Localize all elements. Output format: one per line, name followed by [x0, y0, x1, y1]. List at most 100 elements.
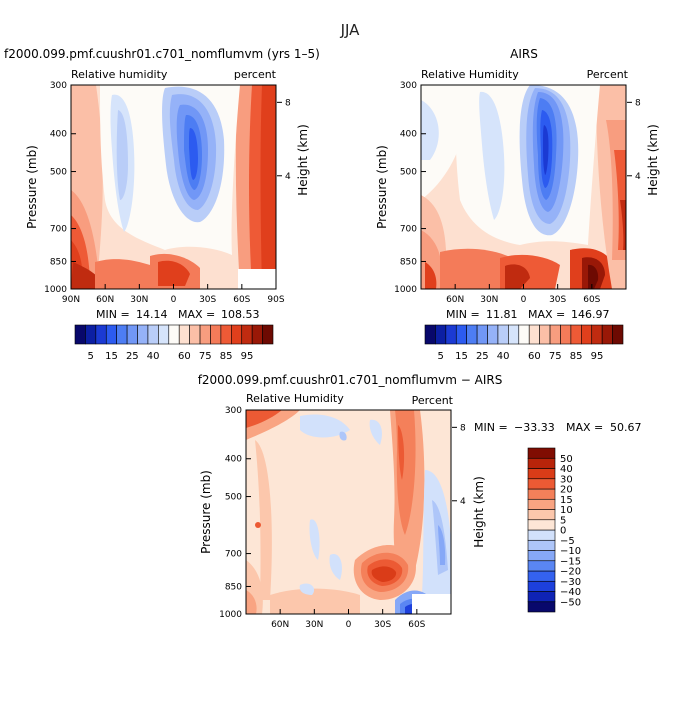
colorbar-model-swatch [126, 324, 138, 345]
colorbar-model-swatch [116, 324, 128, 345]
model-x-tick-label: 90N [62, 295, 80, 305]
panel-obs-title: AIRS [510, 47, 538, 61]
colorbar-obs-swatch [466, 324, 478, 345]
diff-x-tick-label: 30N [305, 620, 323, 630]
colorbar-diff-label: −30 [560, 577, 581, 588]
colorbar-obs-swatch [435, 324, 447, 345]
colorbar-diff-label: 0 [560, 526, 566, 537]
colorbar-diff-swatch [527, 468, 556, 480]
colorbar-diff-label: −15 [560, 556, 581, 567]
colorbar-model-label: 75 [199, 351, 212, 362]
panel-difference: f2000.099.pmf.cuushr01.c701_nomflumvm − … [198, 373, 642, 630]
panel-obs-max-label: MAX = [528, 308, 565, 321]
panel-diff-max-label: MAX = [566, 421, 603, 434]
colorbar-model-swatch [262, 324, 274, 345]
colorbar-diff-label: 5 [560, 515, 566, 526]
panel-model-min-label: MIN = [96, 308, 130, 321]
panel-diff-title: f2000.099.pmf.cuushr01.c701_nomflumvm − … [198, 373, 503, 387]
panel-model-ylabel: Pressure (mb) [25, 145, 39, 229]
colorbar-obs-label: 60 [528, 351, 541, 362]
diff-x-tick-label: 60S [408, 620, 425, 630]
panel-obs-y-axis: 300 400 500 700 850 1000 [394, 81, 426, 295]
panel-obs-x-axis: 60N 30N 0 30S 60S [446, 284, 601, 305]
panel-obs-y2label: Height (km) [646, 124, 660, 195]
figure-title: JJA [340, 21, 361, 39]
panel-diff-y-axis: 300 400 500 700 850 1000 [219, 406, 251, 620]
model-x-tick-label: 0 [171, 295, 177, 305]
colorbar-obs-swatch [445, 324, 457, 345]
panel-obs-subtitle-right: Percent [587, 68, 629, 81]
obs-x-tick-label: 60S [583, 295, 600, 305]
colorbar-obs-label: 15 [455, 351, 468, 362]
colorbar-diff-label: −10 [560, 546, 581, 557]
obs-y-tick-label: 500 [400, 168, 417, 178]
colorbar-diff-swatch [527, 488, 556, 500]
model-y-tick-label: 850 [50, 257, 67, 267]
panel-diff-max-value: 50.67 [610, 421, 642, 434]
obs-y2-tick-label: 8 [635, 98, 641, 108]
model-y2-tick-label: 8 [285, 98, 291, 108]
colorbar-model-swatch [199, 324, 211, 345]
panel-model-min-value: 14.14 [136, 308, 168, 321]
colorbar-model-swatch [105, 324, 117, 345]
colorbar-model-label: 15 [105, 351, 118, 362]
colorbar-model-swatch [95, 324, 107, 345]
colorbar-diff-label: 15 [560, 495, 573, 506]
colorbar-diff-swatch [527, 580, 556, 592]
colorbar-diff-label: 10 [560, 505, 573, 516]
panel-obs-min-value: 11.81 [486, 308, 518, 321]
panel-diff-y2-axis: 84 [452, 423, 466, 507]
colorbar-model-label: 40 [147, 351, 160, 362]
obs-y-tick-label: 1000 [394, 285, 417, 295]
panel-diff-y2label: Height (km) [472, 476, 486, 547]
panel-model-y2-axis: 84 [277, 98, 291, 182]
diff-y2-tick-label: 4 [460, 497, 466, 507]
diff-y-tick-label: 1000 [219, 610, 242, 620]
colorbar-obs-label: 25 [476, 351, 489, 362]
panel-diff-min-value: −33.33 [514, 421, 555, 434]
obs-y-tick-label: 300 [400, 81, 417, 91]
colorbar-obs-swatch [570, 324, 582, 345]
model-y-tick-label: 300 [50, 81, 67, 91]
diff-y-tick-label: 300 [225, 406, 242, 416]
model-x-tick-label: 30N [130, 295, 148, 305]
colorbar-obs-label: 5 [437, 351, 443, 362]
panel-model-subtitle-right: percent [234, 68, 277, 81]
obs-x-tick-label: 30N [480, 295, 498, 305]
model-x-tick-label: 30S [199, 295, 216, 305]
obs-y-tick-label: 400 [400, 130, 417, 140]
panel-model-title: f2000.099.pmf.cuushr01.c701_nomflumvm (y… [4, 47, 320, 61]
obs-y-tick-label: 700 [400, 225, 417, 235]
diff-y-tick-label: 500 [225, 493, 242, 503]
model-x-tick-label: 90S [267, 295, 284, 305]
colorbar-model-swatch [189, 324, 201, 345]
colorbar-diff-label: −5 [560, 536, 575, 547]
colorbar-diff-label: 50 [560, 454, 573, 465]
panel-obs-field [421, 85, 626, 289]
colorbar-model-swatch [178, 324, 190, 345]
colorbar-diff-label: −50 [560, 597, 581, 608]
colorbar-obs-swatch [424, 324, 436, 345]
colorbar-model-label: 95 [241, 351, 254, 362]
panel-model-max-value: 108.53 [221, 308, 260, 321]
colorbar-diff-swatch [527, 601, 556, 613]
colorbar-obs-swatch [487, 324, 499, 345]
colorbar-model-label: 25 [126, 351, 139, 362]
diff-y-tick-label: 700 [225, 550, 242, 560]
colorbar-obs-swatch [508, 324, 520, 345]
colorbar-diff-swatch [527, 539, 556, 551]
colorbar-obs-swatch [601, 324, 613, 345]
colorbar-model-swatch [74, 324, 86, 345]
model-y-tick-label: 500 [50, 168, 67, 178]
colorbar-diff-swatch [527, 560, 556, 572]
panel-obs-min-label: MIN = [446, 308, 480, 321]
colorbar-diff-label: 30 [560, 474, 573, 485]
colorbar-obs-swatch [612, 324, 624, 345]
colorbar-model: 5 15 25 40 60 75 85 95 [74, 324, 274, 362]
colorbar-model-swatch [220, 324, 232, 345]
panel-model-x-axis: 90N 60N 30N 0 30S 60S 90S [62, 284, 285, 305]
colorbar-obs: 5 15 25 40 60 75 85 95 [424, 324, 624, 362]
panel-obs-max-value: 146.97 [571, 308, 610, 321]
